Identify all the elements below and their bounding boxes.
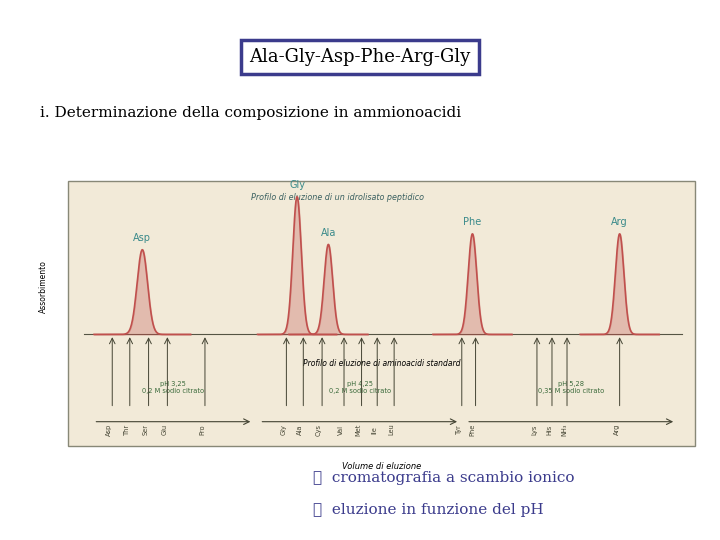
Text: Profilo di eluzione di aminoacidi standard: Profilo di eluzione di aminoacidi standa…	[303, 359, 460, 368]
Text: Ile: Ile	[372, 426, 377, 434]
Text: Phe: Phe	[463, 217, 482, 227]
Text: Arg: Arg	[611, 217, 628, 227]
Text: pH 4,25
0,2 M sodio citrato: pH 4,25 0,2 M sodio citrato	[328, 381, 391, 394]
Text: Lys: Lys	[531, 424, 537, 435]
Text: Glu: Glu	[161, 424, 167, 435]
Text: Val: Val	[338, 424, 344, 435]
Text: Ala-Gly-Asp-Phe-Arg-Gly: Ala-Gly-Asp-Phe-Arg-Gly	[249, 48, 471, 66]
Text: Assorbimento: Assorbimento	[39, 260, 48, 313]
Text: Ala: Ala	[320, 228, 336, 238]
Text: pH 3,25
0,2 M sodio citrato: pH 3,25 0,2 M sodio citrato	[143, 381, 204, 394]
Text: ❖  cromatografia a scambio ionico: ❖ cromatografia a scambio ionico	[313, 471, 575, 485]
Text: Tyr: Tyr	[456, 425, 462, 435]
Text: Thr: Thr	[124, 424, 130, 435]
Text: Asp: Asp	[133, 233, 151, 243]
Text: Ala: Ala	[297, 424, 303, 435]
Text: Pro: Pro	[199, 424, 205, 435]
Text: i. Determinazione della composizione in ammionoacidi: i. Determinazione della composizione in …	[40, 106, 461, 120]
Text: Phe: Phe	[469, 423, 475, 436]
Text: Cys: Cys	[316, 423, 322, 436]
Text: Profilo di eluzione di un idrolisato peptidico: Profilo di eluzione di un idrolisato pep…	[251, 193, 424, 202]
Text: Gly: Gly	[280, 424, 287, 435]
Text: Arg: Arg	[613, 424, 620, 435]
Text: Leu: Leu	[388, 424, 394, 435]
Text: Ser: Ser	[143, 424, 148, 435]
Text: Asp: Asp	[107, 423, 112, 436]
Text: His: His	[546, 424, 552, 435]
FancyBboxPatch shape	[68, 181, 695, 446]
Text: pH 5,28
0,35 M sodio citrato: pH 5,28 0,35 M sodio citrato	[538, 381, 604, 394]
Text: Gly: Gly	[289, 180, 305, 190]
Text: NH₃: NH₃	[561, 423, 567, 436]
Text: Volume di eluzione: Volume di eluzione	[342, 462, 421, 471]
Text: ❖  eluzione in funzione del pH: ❖ eluzione in funzione del pH	[313, 503, 544, 517]
Text: Met: Met	[356, 423, 361, 436]
